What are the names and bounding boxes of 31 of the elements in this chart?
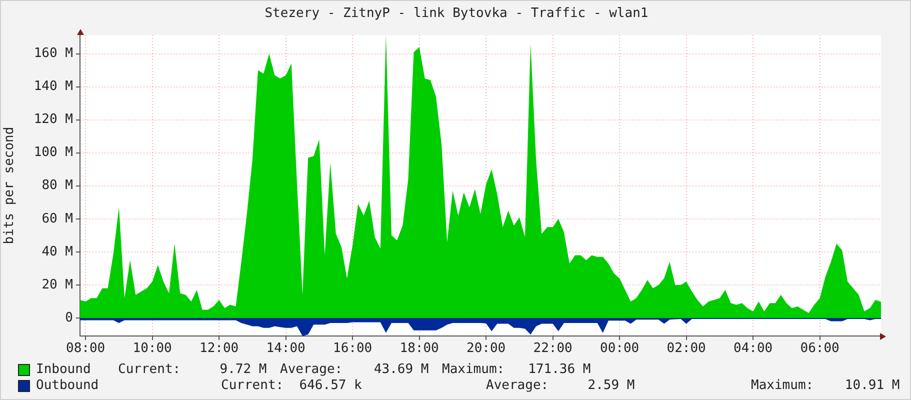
legend-label: Outbound xyxy=(36,378,99,394)
y-tick-label: 40 M xyxy=(42,244,74,260)
x-tick-label: 02:00 xyxy=(666,341,706,356)
y-axis-title: bits per second xyxy=(2,126,18,244)
y-tick-label: 100 M xyxy=(34,145,74,160)
x-tick-label: 14:00 xyxy=(266,341,306,356)
y-tick-label: 160 M xyxy=(34,46,74,62)
x-tick-label: 10:00 xyxy=(132,341,172,356)
text: Average: 43.69 M xyxy=(280,362,429,378)
legend-label: Inbound xyxy=(36,362,91,378)
y-tick-label: 120 M xyxy=(34,112,74,128)
chart-title: Stezery - ZitnyP - link Bytovka - Traffic - wlan1 xyxy=(264,6,650,22)
y-tick-label: 20 M xyxy=(42,277,74,292)
x-tick-label: 16:00 xyxy=(332,341,372,356)
text: Current: 646.57 k xyxy=(221,378,362,394)
text: Current: 9.72 M xyxy=(118,362,267,378)
text: Maximum: 171.36 M xyxy=(442,362,591,378)
x-tick-label: 22:00 xyxy=(533,341,572,356)
y-tick-label: 140 M xyxy=(34,79,74,94)
y-tick-label: 0 xyxy=(65,310,73,326)
x-tick-label: 04:00 xyxy=(733,341,773,356)
x-tick-label: 06:00 xyxy=(800,341,840,356)
text: Average: 2.59 M xyxy=(486,378,635,394)
y-tick-label: 80 M xyxy=(42,178,74,194)
y-tick-label: 60 M xyxy=(42,211,74,226)
x-tick-label: 12:00 xyxy=(199,341,239,356)
x-tick-label: 18:00 xyxy=(400,341,439,356)
x-tick-label: 08:00 xyxy=(66,341,106,356)
x-tick-label: 20:00 xyxy=(466,341,506,356)
x-tick-label: 00:00 xyxy=(600,341,640,356)
text: Maximum: 10.91 M xyxy=(751,378,900,394)
